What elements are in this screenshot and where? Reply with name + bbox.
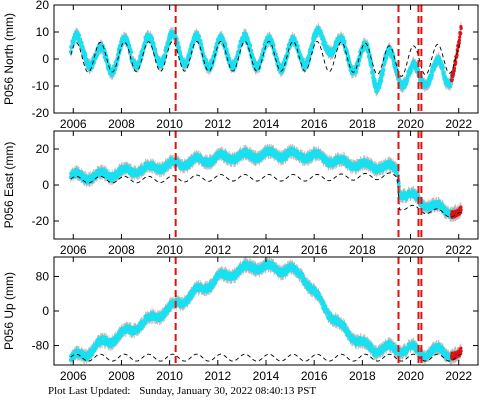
data-point [457, 41, 461, 45]
data-point [76, 33, 81, 38]
data-point [370, 71, 375, 76]
data-point [191, 42, 196, 47]
data-point [368, 59, 373, 64]
data-point [227, 56, 232, 61]
data-point [142, 43, 147, 48]
data-point [151, 41, 156, 46]
x-tick-label: 2006 [60, 117, 87, 131]
data-point [187, 53, 192, 58]
plot-area [68, 143, 463, 223]
data-point [245, 36, 250, 41]
data-point [150, 36, 155, 41]
x-tick-label: 2022 [445, 117, 472, 131]
data-point [408, 68, 413, 73]
data-point [139, 57, 144, 62]
data-point [373, 81, 378, 86]
data-point [84, 57, 89, 62]
data-point [381, 68, 386, 73]
y-tick-label: -10 [32, 79, 50, 93]
data-point [306, 59, 311, 64]
data-point [223, 42, 228, 47]
data-point [342, 39, 347, 44]
data-point [79, 40, 84, 45]
data-point [458, 35, 462, 39]
data-point [438, 59, 443, 64]
data-point [166, 40, 171, 45]
data-point [128, 50, 133, 55]
data-point [261, 49, 266, 54]
chart-panel-1: 2006 2008 2010 2012 2014 2016 2018 2020 2022-20-… [2, 0, 479, 131]
data-point [292, 36, 297, 41]
x-tick-label: 2012 [204, 117, 231, 131]
data-point [159, 64, 164, 69]
data-point [198, 42, 203, 47]
x-tick-label: 2016 [301, 117, 328, 131]
data-point [372, 78, 377, 83]
data-point [450, 78, 454, 82]
data-point [379, 78, 384, 83]
x-tick-label: 2018 [349, 117, 376, 131]
data-point [341, 35, 346, 40]
data-point [441, 70, 446, 75]
data-point [453, 60, 458, 64]
x-tick-label: 2020 [397, 117, 424, 131]
x-tick-label: 2014 [253, 117, 280, 131]
data-point [309, 46, 314, 51]
data-point [71, 40, 76, 45]
data-point [68, 49, 73, 54]
data-point [251, 57, 256, 62]
x-tick-label: 2010 [156, 117, 183, 131]
data-point [459, 26, 463, 30]
data-point [429, 73, 434, 78]
data-point [457, 38, 462, 42]
data-point [257, 158, 262, 163]
data-point [95, 52, 100, 57]
y-tick-label: 20 [36, 0, 50, 12]
data-point [384, 55, 389, 60]
data-point [455, 53, 459, 57]
data-point [220, 36, 225, 41]
data-point [176, 45, 181, 50]
data-point [83, 52, 88, 57]
model-curve [70, 41, 462, 77]
y-axis-label: P056 North (mm) [2, 13, 16, 105]
data-point [300, 57, 305, 62]
y-tick-label: -20 [32, 106, 50, 120]
data-point [285, 51, 290, 56]
data-point [248, 43, 253, 48]
plot-area [68, 21, 463, 97]
data-point [153, 50, 158, 55]
data-point [380, 71, 385, 76]
data-point [451, 72, 456, 76]
data-point [354, 69, 359, 74]
y-tick-label: 10 [36, 25, 50, 39]
data-point [459, 31, 463, 35]
data-point [249, 48, 254, 53]
data-point [377, 85, 382, 90]
data-point [196, 34, 201, 39]
data-point [452, 69, 456, 73]
data-point [440, 65, 445, 70]
data-point [295, 44, 300, 49]
data-point [185, 61, 190, 66]
data-point [452, 66, 456, 71]
chart-panel-2: 2006 2008 2010 2012 2014 2016 2018 2020 2022-200… [2, 130, 479, 257]
data-point [141, 48, 146, 53]
y-tick-label: 0 [42, 52, 49, 66]
x-tick-label: 2008 [108, 117, 135, 131]
